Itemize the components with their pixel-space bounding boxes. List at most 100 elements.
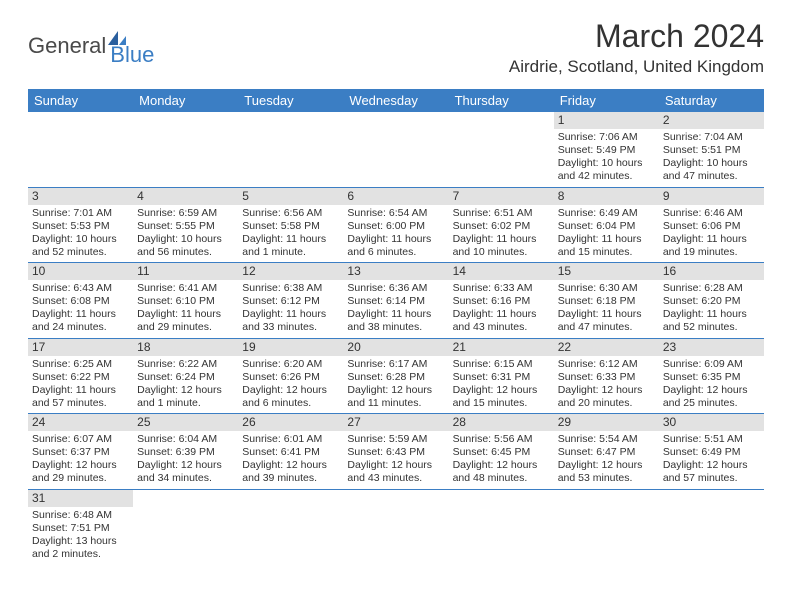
empty-cell [28, 112, 133, 188]
day-number: 11 [133, 263, 238, 280]
sunset-text: Sunset: 6:14 PM [347, 295, 444, 308]
daylight-text: Daylight: 12 hours and 15 minutes. [453, 384, 550, 410]
sunrise-text: Sunrise: 6:41 AM [137, 282, 234, 295]
logo-text-blue: Blue [110, 42, 154, 68]
daylight-text: Daylight: 12 hours and 43 minutes. [347, 459, 444, 485]
day-number: 17 [28, 339, 133, 356]
day-number: 10 [28, 263, 133, 280]
sunset-text: Sunset: 6:47 PM [558, 446, 655, 459]
day-cell: 5Sunrise: 6:56 AMSunset: 5:58 PMDaylight… [238, 188, 343, 264]
daylight-text: Daylight: 12 hours and 20 minutes. [558, 384, 655, 410]
day-cell: 22Sunrise: 6:12 AMSunset: 6:33 PMDayligh… [554, 339, 659, 415]
sunrise-text: Sunrise: 6:33 AM [453, 282, 550, 295]
sunset-text: Sunset: 6:39 PM [137, 446, 234, 459]
daylight-text: Daylight: 10 hours and 47 minutes. [663, 157, 760, 183]
sunrise-text: Sunrise: 6:54 AM [347, 207, 444, 220]
sunrise-text: Sunrise: 6:48 AM [32, 509, 129, 522]
day-header: Saturday [659, 89, 764, 112]
day-number: 19 [238, 339, 343, 356]
day-cell: 8Sunrise: 6:49 AMSunset: 6:04 PMDaylight… [554, 188, 659, 264]
sunrise-text: Sunrise: 5:54 AM [558, 433, 655, 446]
sunrise-text: Sunrise: 5:56 AM [453, 433, 550, 446]
sunset-text: Sunset: 6:02 PM [453, 220, 550, 233]
daylight-text: Daylight: 11 hours and 19 minutes. [663, 233, 760, 259]
day-cell: 4Sunrise: 6:59 AMSunset: 5:55 PMDaylight… [133, 188, 238, 264]
sunset-text: Sunset: 6:00 PM [347, 220, 444, 233]
day-cell: 28Sunrise: 5:56 AMSunset: 6:45 PMDayligh… [449, 414, 554, 490]
day-cell: 25Sunrise: 6:04 AMSunset: 6:39 PMDayligh… [133, 414, 238, 490]
location: Airdrie, Scotland, United Kingdom [509, 57, 764, 77]
empty-cell [343, 112, 448, 188]
daylight-text: Daylight: 11 hours and 6 minutes. [347, 233, 444, 259]
logo: General Blue [28, 24, 154, 68]
sunset-text: Sunset: 6:10 PM [137, 295, 234, 308]
sunrise-text: Sunrise: 6:51 AM [453, 207, 550, 220]
empty-cell [343, 490, 448, 565]
daylight-text: Daylight: 11 hours and 38 minutes. [347, 308, 444, 334]
daylight-text: Daylight: 11 hours and 15 minutes. [558, 233, 655, 259]
day-number: 3 [28, 188, 133, 205]
sunset-text: Sunset: 6:49 PM [663, 446, 760, 459]
logo-text-general: General [28, 33, 106, 59]
sunrise-text: Sunrise: 6:22 AM [137, 358, 234, 371]
daylight-text: Daylight: 12 hours and 39 minutes. [242, 459, 339, 485]
sunrise-text: Sunrise: 6:17 AM [347, 358, 444, 371]
day-cell: 27Sunrise: 5:59 AMSunset: 6:43 PMDayligh… [343, 414, 448, 490]
sunrise-text: Sunrise: 6:43 AM [32, 282, 129, 295]
empty-cell [449, 112, 554, 188]
day-number: 7 [449, 188, 554, 205]
sunrise-text: Sunrise: 6:01 AM [242, 433, 339, 446]
day-number: 8 [554, 188, 659, 205]
day-number: 27 [343, 414, 448, 431]
day-cell: 19Sunrise: 6:20 AMSunset: 6:26 PMDayligh… [238, 339, 343, 415]
sunset-text: Sunset: 6:45 PM [453, 446, 550, 459]
month-title: March 2024 [509, 18, 764, 55]
sunset-text: Sunset: 5:49 PM [558, 144, 655, 157]
day-number: 13 [343, 263, 448, 280]
sunrise-text: Sunrise: 6:38 AM [242, 282, 339, 295]
header: General Blue March 2024 Airdrie, Scotlan… [0, 0, 792, 85]
sunset-text: Sunset: 6:12 PM [242, 295, 339, 308]
day-number: 29 [554, 414, 659, 431]
day-number: 21 [449, 339, 554, 356]
daylight-text: Daylight: 11 hours and 43 minutes. [453, 308, 550, 334]
sunrise-text: Sunrise: 7:04 AM [663, 131, 760, 144]
daylight-text: Daylight: 12 hours and 48 minutes. [453, 459, 550, 485]
day-header: Friday [554, 89, 659, 112]
sunset-text: Sunset: 5:58 PM [242, 220, 339, 233]
day-header: Tuesday [238, 89, 343, 112]
sunrise-text: Sunrise: 6:04 AM [137, 433, 234, 446]
daylight-text: Daylight: 11 hours and 33 minutes. [242, 308, 339, 334]
sunset-text: Sunset: 6:20 PM [663, 295, 760, 308]
daylight-text: Daylight: 12 hours and 29 minutes. [32, 459, 129, 485]
sunrise-text: Sunrise: 6:36 AM [347, 282, 444, 295]
day-number: 24 [28, 414, 133, 431]
sunset-text: Sunset: 6:37 PM [32, 446, 129, 459]
day-cell: 14 Sunrise: 6:33 AMSunset: 6:16 PMDayligh… [449, 263, 554, 339]
day-cell: 30Sunrise: 5:51 AMSunset: 6:49 PMDayligh… [659, 414, 764, 490]
day-number: 14 [449, 263, 554, 280]
sunrise-text: Sunrise: 5:51 AM [663, 433, 760, 446]
daylight-text: Daylight: 10 hours and 52 minutes. [32, 233, 129, 259]
daylight-text: Daylight: 11 hours and 24 minutes. [32, 308, 129, 334]
empty-cell [133, 490, 238, 565]
day-number: 23 [659, 339, 764, 356]
empty-cell [238, 490, 343, 565]
sunrise-text: Sunrise: 6:15 AM [453, 358, 550, 371]
day-number: 15 [554, 263, 659, 280]
daylight-text: Daylight: 11 hours and 1 minute. [242, 233, 339, 259]
daylight-text: Daylight: 12 hours and 53 minutes. [558, 459, 655, 485]
daylight-text: Daylight: 13 hours and 2 minutes. [32, 535, 129, 561]
sunset-text: Sunset: 6:16 PM [453, 295, 550, 308]
day-number: 22 [554, 339, 659, 356]
sunset-text: Sunset: 6:35 PM [663, 371, 760, 384]
day-cell: 2Sunrise: 7:04 AMSunset: 5:51 PMDaylight… [659, 112, 764, 188]
sunset-text: Sunset: 6:26 PM [242, 371, 339, 384]
day-cell: 12Sunrise: 6:38 AMSunset: 6:12 PMDayligh… [238, 263, 343, 339]
day-cell: 20Sunrise: 6:17 AMSunset: 6:28 PMDayligh… [343, 339, 448, 415]
day-cell: 15Sunrise: 6:30 AMSunset: 6:18 PMDayligh… [554, 263, 659, 339]
day-cell: 16Sunrise: 6:28 AMSunset: 6:20 PMDayligh… [659, 263, 764, 339]
day-number: 31 [28, 490, 133, 507]
sunset-text: Sunset: 6:22 PM [32, 371, 129, 384]
week-row: 31Sunrise: 6:48 AMSunset: 7:51 PMDayligh… [28, 490, 764, 565]
